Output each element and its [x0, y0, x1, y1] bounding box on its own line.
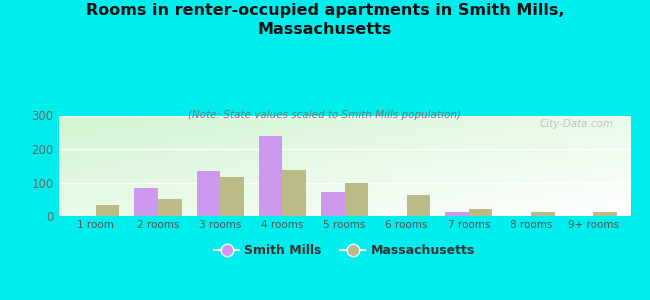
Legend: Smith Mills, Massachusetts: Smith Mills, Massachusetts [209, 239, 480, 262]
Bar [469, 208, 493, 216]
Bar [321, 192, 345, 216]
Bar [259, 136, 282, 216]
Bar [135, 188, 158, 216]
Bar [220, 178, 244, 216]
Bar [593, 212, 617, 216]
Bar [282, 170, 306, 216]
Bar [196, 171, 220, 216]
Bar [158, 199, 181, 216]
Text: City-Data.com: City-Data.com [540, 118, 614, 128]
Text: (Note: State values scaled to Smith Mills population): (Note: State values scaled to Smith Mill… [188, 110, 462, 119]
Bar [445, 212, 469, 216]
Bar [531, 212, 554, 216]
Text: Rooms in renter-occupied apartments in Smith Mills,
Massachusetts: Rooms in renter-occupied apartments in S… [86, 3, 564, 37]
Bar [96, 205, 120, 216]
Bar [407, 195, 430, 216]
Bar [344, 182, 368, 216]
